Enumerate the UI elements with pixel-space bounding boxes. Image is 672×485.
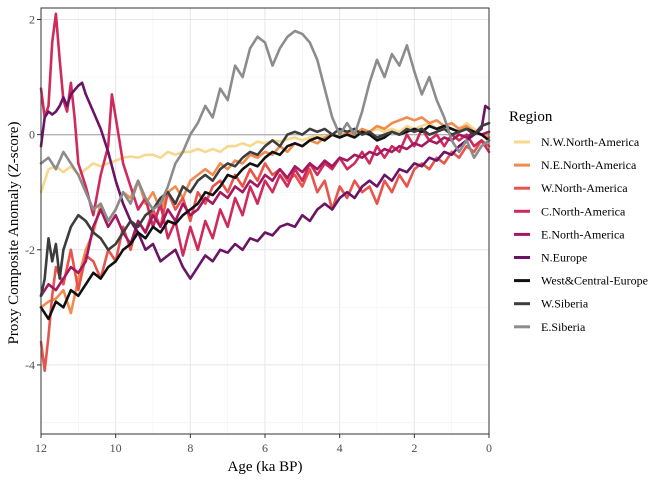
legend-label: N.W.North-America [541, 135, 640, 149]
y-tick-label: 2 [29, 13, 35, 27]
series-line-e-siberia [39, 29, 491, 223]
legend-label: N.Europe [541, 251, 587, 265]
y-axis-title: Proxy Composite Anomaly (Z-score) [6, 122, 22, 345]
x-tick-label: 4 [337, 441, 343, 455]
legend-items: N.W.North-America N.E.North-America W.Nort… [514, 135, 648, 334]
legend-label: C.North-America [541, 204, 626, 218]
legend-item: N.E.North-America [514, 158, 637, 172]
series-line-w-north-america [39, 139, 491, 372]
y-tick-label: 0 [29, 128, 35, 142]
legend-label: W.North-America [541, 181, 628, 195]
legend: Region N.W.North-America N.E.North-Americ… [509, 109, 648, 334]
series-line-west-central-europe [39, 124, 491, 321]
axes: 12 10 8 6 4 2 0 -4 -2 0 2 [25, 7, 492, 455]
legend-label: E.North-America [541, 227, 625, 241]
legend-title: Region [509, 109, 553, 125]
y-tick-label: -4 [25, 358, 35, 372]
series-lines [39, 12, 491, 372]
legend-item: C.North-America [514, 204, 626, 218]
x-tick-label: 6 [262, 441, 268, 455]
series-line-w-siberia [39, 121, 491, 298]
y-tick-label: -2 [25, 243, 35, 257]
legend-item: W.North-America [514, 181, 628, 195]
legend-item: N.Europe [514, 251, 587, 265]
series-line-c-north-america [39, 12, 491, 257]
x-tick-label: 8 [187, 441, 193, 455]
legend-label: N.E.North-America [541, 158, 637, 172]
legend-label: West&Central-Europe [541, 274, 648, 288]
legend-label: E.Siberia [541, 320, 586, 334]
x-tick-label: 12 [35, 441, 47, 455]
legend-item: E.North-America [514, 227, 625, 241]
legend-item: E.Siberia [514, 320, 586, 334]
series-line-e-north-america [39, 130, 491, 298]
legend-label: W.Siberia [541, 297, 589, 311]
x-tick-label: 10 [110, 441, 122, 455]
series-line-n-europe [39, 81, 491, 280]
legend-item: West&Central-Europe [514, 274, 648, 288]
x-axis-title: Age (ka BP) [228, 459, 303, 475]
legend-item: W.Siberia [514, 297, 589, 311]
legend-item: N.W.North-America [514, 135, 640, 149]
x-tick-label: 2 [411, 441, 417, 455]
x-tick-label: 0 [486, 441, 492, 455]
